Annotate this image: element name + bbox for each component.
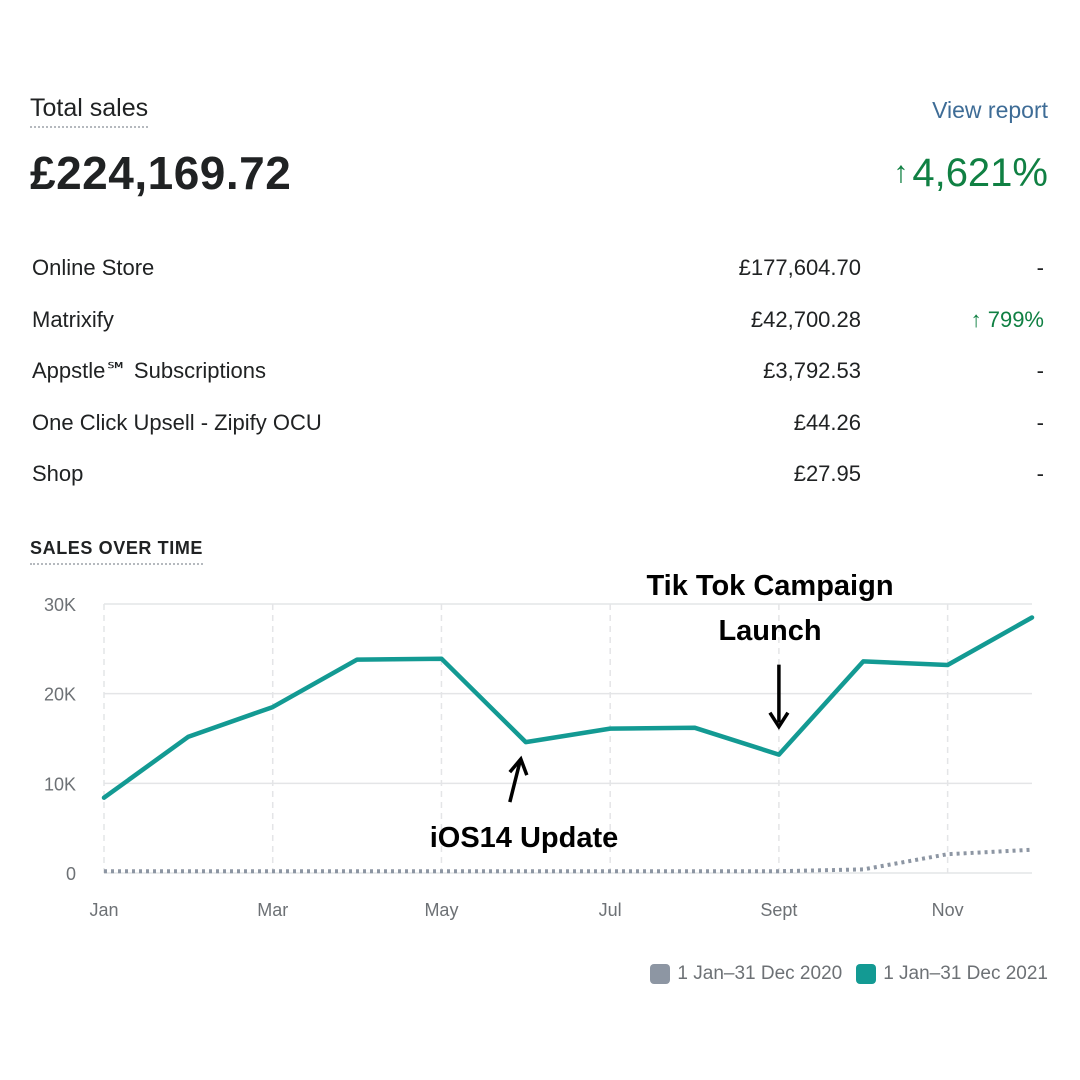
channel-delta: - xyxy=(1036,255,1044,280)
x-tick-label: Jan xyxy=(89,900,118,920)
list-item: Online Store £177,604.70 - xyxy=(30,246,1048,298)
channel-delta: ↑ 799% xyxy=(970,306,1044,332)
list-item: Shop £27.95 - xyxy=(30,452,1048,504)
y-tick-label: 20K xyxy=(44,685,76,705)
list-item: Appstle℠ Subscriptions £3,792.53 - xyxy=(30,349,1048,401)
channel-delta: - xyxy=(1036,358,1044,383)
annotation-label: Launch xyxy=(718,615,821,647)
chart-legend: 1 Jan–31 Dec 2020 1 Jan–31 Dec 2021 xyxy=(636,963,1048,985)
view-report-link[interactable]: View report xyxy=(932,97,1048,123)
channel-amount: £27.95 xyxy=(793,461,861,486)
annotation-arrowhead xyxy=(508,755,529,776)
arrow-up-icon: ↑ xyxy=(893,156,909,189)
legend-label: 1 Jan–31 Dec 2021 xyxy=(883,963,1048,984)
channel-amount: £42,700.28 xyxy=(750,306,861,332)
total-sales-value: £224,169.72 xyxy=(30,147,292,199)
channel-amount: £177,604.70 xyxy=(738,255,861,280)
list-item: Matrixify £42,700.28 ↑ 799% xyxy=(30,298,1048,350)
channel-name: Shop xyxy=(32,461,84,486)
channel-name: Matrixify xyxy=(32,306,114,332)
annotation-arrowhead xyxy=(768,711,790,730)
x-tick-label: Jul xyxy=(599,900,622,920)
y-tick-label: 30K xyxy=(44,595,76,615)
y-tick-label: 0 xyxy=(66,864,76,884)
y-tick-label: 10K xyxy=(44,774,76,794)
chart-heading: SALES OVER TIME xyxy=(30,537,204,565)
channel-amount: £44.26 xyxy=(793,409,861,435)
series-line-2021 xyxy=(101,615,1035,800)
x-tick-label: Nov xyxy=(932,900,964,920)
channel-amount: £3,792.53 xyxy=(763,358,861,383)
channel-delta: - xyxy=(1036,461,1044,486)
x-tick-label: Mar xyxy=(257,900,288,920)
channel-delta: - xyxy=(1036,409,1044,435)
series-line-2020 xyxy=(104,847,1033,874)
x-tick-label: May xyxy=(424,900,458,920)
legend-swatch xyxy=(856,964,877,984)
legend-item-2021[interactable]: 1 Jan–31 Dec 2021 xyxy=(856,963,1048,985)
sales-over-time-chart: 0 10K 20K 30K Jan Mar May Jul Sept Nov Tik Tok Cam… xyxy=(44,570,1035,920)
channel-name: Online Store xyxy=(32,255,155,280)
x-tick-label: Sept xyxy=(760,900,797,920)
channel-name: One Click Upsell - Zipify OCU xyxy=(32,409,322,435)
total-change-badge: ↑ 4,621% xyxy=(893,146,1048,200)
total-change-value: 4,621% xyxy=(912,151,1048,195)
legend-label: 1 Jan–31 Dec 2020 xyxy=(677,963,843,984)
annotation-label: iOS14 Update xyxy=(430,822,619,854)
channel-list: Online Store £177,604.70 - Matrixify £42… xyxy=(30,246,1048,504)
annotation-label: Tik Tok Campaign xyxy=(646,570,893,602)
channel-name: Appstle℠ Subscriptions xyxy=(32,358,266,383)
card-title: Total sales xyxy=(30,94,149,128)
legend-swatch xyxy=(650,964,671,984)
legend-item-2020[interactable]: 1 Jan–31 Dec 2020 xyxy=(650,963,842,985)
list-item: One Click Upsell - Zipify OCU £44.26 - xyxy=(30,401,1048,453)
annotation-arrow xyxy=(508,761,522,803)
